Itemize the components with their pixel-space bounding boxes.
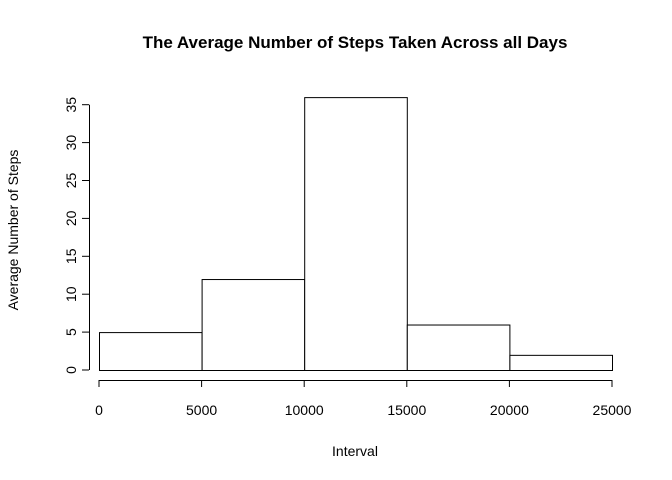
y-tick-label: 5 [63,328,79,336]
y-tick-label: 15 [63,248,79,264]
chart-title: The Average Number of Steps Taken Across… [143,33,568,52]
x-axis: 0 5000 10000 15000 20000 25000 [95,380,632,418]
y-tick-label: 30 [63,135,79,151]
y-tick-label: 35 [63,97,79,113]
y-axis: 0 5 10 15 20 25 30 35 [63,97,90,374]
y-tick-label: 10 [63,286,79,302]
histogram-bar-3 [406,324,511,371]
histogram-bar-2 [304,97,408,372]
y-tick-label: 20 [63,210,79,226]
bars-group [99,97,613,372]
x-tick-label: 15000 [387,402,426,418]
x-axis-label: Interval [332,443,378,459]
histogram-bar-1 [201,279,306,372]
x-tick-label: 25000 [593,402,632,418]
histogram-bar-4 [509,354,613,371]
y-tick-label: 25 [63,173,79,189]
x-tick-label: 20000 [490,402,529,418]
histogram-bar-0 [99,332,203,372]
x-tick-label: 5000 [186,402,217,418]
x-tick-label: 0 [95,402,103,418]
y-tick-label: 0 [63,366,79,374]
y-axis-label: Average Number of Steps [5,150,21,311]
x-tick-label: 10000 [285,402,324,418]
